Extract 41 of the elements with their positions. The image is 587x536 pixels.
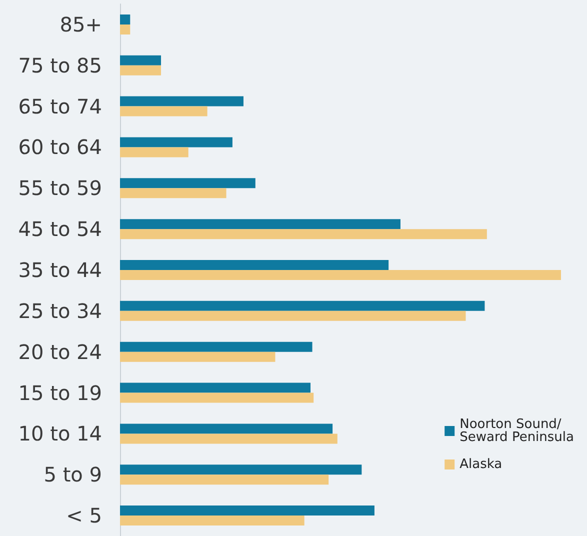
bar bbox=[120, 188, 226, 198]
y-tick-label: 65 to 74 bbox=[18, 94, 102, 118]
y-tick-label: 10 to 14 bbox=[18, 422, 102, 446]
bar bbox=[120, 229, 487, 240]
y-tick-label: 45 to 54 bbox=[18, 217, 102, 242]
bar bbox=[120, 147, 188, 158]
bar bbox=[120, 270, 561, 280]
bar bbox=[120, 65, 162, 76]
bar bbox=[120, 474, 329, 485]
y-tick-label: 75 to 85 bbox=[18, 53, 102, 78]
bar bbox=[120, 516, 304, 526]
bar bbox=[120, 96, 244, 106]
bar bbox=[120, 137, 232, 148]
bar bbox=[120, 14, 130, 24]
y-tick-label: 85+ bbox=[60, 12, 102, 36]
y-tick-label: < 5 bbox=[66, 504, 102, 528]
y-tick-label: 60 to 64 bbox=[18, 135, 102, 160]
bar bbox=[120, 464, 362, 475]
bar bbox=[120, 178, 256, 188]
legend-label: Alaska bbox=[460, 457, 502, 472]
bar bbox=[120, 352, 276, 362]
bar bbox=[120, 392, 314, 403]
y-tick-label: 20 to 24 bbox=[18, 340, 102, 364]
y-tick-label: 15 to 19 bbox=[18, 380, 102, 405]
bar bbox=[120, 342, 312, 352]
y-tick-label: 5 to 9 bbox=[44, 462, 102, 487]
bar bbox=[120, 219, 400, 230]
bar bbox=[120, 506, 374, 516]
legend-label: Noorton Sound/ Seward Peninsula bbox=[460, 417, 574, 445]
bar bbox=[120, 24, 130, 34]
bar bbox=[120, 310, 466, 321]
bar bbox=[120, 382, 311, 393]
bar bbox=[120, 424, 333, 434]
y-tick-label: 55 to 59 bbox=[18, 176, 102, 200]
bar bbox=[120, 434, 338, 444]
bar bbox=[120, 260, 389, 270]
bar bbox=[120, 300, 485, 311]
bar bbox=[120, 55, 162, 66]
y-tick-label: 25 to 34 bbox=[18, 298, 102, 323]
y-tick-label: 35 to 44 bbox=[18, 258, 102, 282]
bar bbox=[120, 106, 208, 116]
